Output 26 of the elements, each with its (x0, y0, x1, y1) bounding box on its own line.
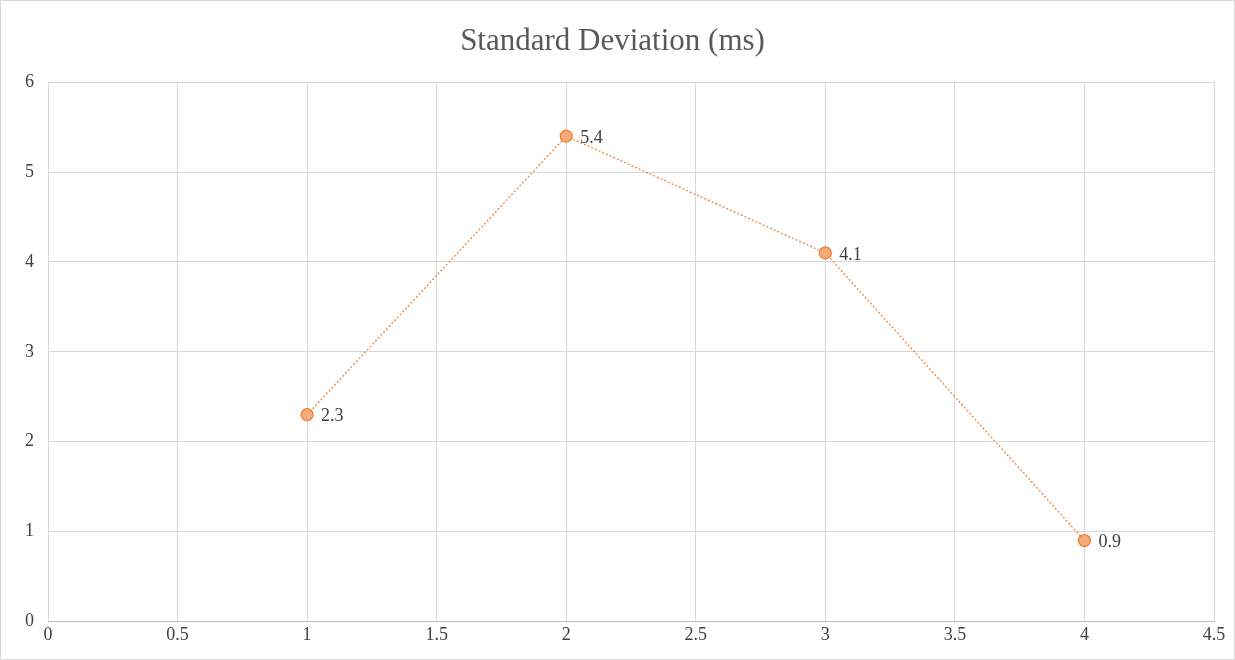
y-tick-label: 6 (25, 70, 34, 91)
x-tick-label: 1.5 (425, 623, 448, 644)
x-tick-label: 2 (561, 623, 571, 644)
x-tick-label: 0 (43, 623, 53, 644)
data-label: 5.4 (580, 126, 603, 147)
y-tick-label: 1 (25, 520, 34, 541)
x-tick-label: 4 (1079, 623, 1089, 644)
data-label: 2.3 (321, 405, 344, 426)
x-tick-label: 4.5 (1202, 623, 1226, 644)
point (1077, 533, 1092, 548)
y-tick-label: 0 (25, 610, 34, 631)
y-tick-label: 2 (25, 430, 34, 451)
x-tick-label: 3.5 (943, 623, 967, 644)
x-tick-label: 3 (820, 623, 830, 644)
y-tick-label: 3 (25, 340, 34, 361)
chart-title: Standard Deviation (ms) (460, 21, 765, 57)
point (818, 246, 832, 260)
x-tick-label: 2.5 (684, 623, 708, 644)
data-label: 4.1 (839, 243, 862, 264)
x-tick-label: 1 (302, 623, 312, 644)
y-tick-label: 4 (25, 250, 34, 271)
point (300, 408, 314, 422)
x-tick-label: 0.5 (166, 623, 189, 644)
point (559, 129, 573, 143)
y-tick-label: 5 (25, 160, 34, 181)
data-label: 0.9 (1098, 531, 1121, 552)
